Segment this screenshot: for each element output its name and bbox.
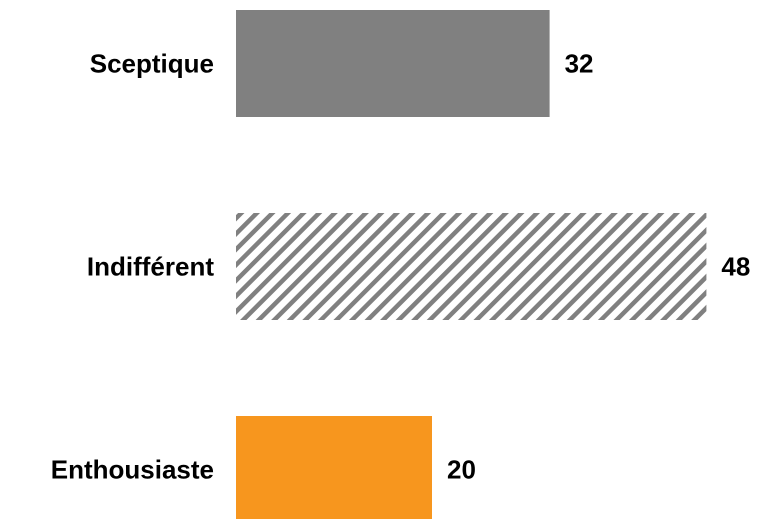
value-label-sceptique: 32 bbox=[565, 49, 594, 79]
value-label-enthousiaste: 20 bbox=[447, 455, 476, 485]
bar-indifferent bbox=[236, 213, 707, 320]
bar-enthousiaste bbox=[236, 416, 432, 519]
value-label-indifferent: 48 bbox=[721, 252, 750, 282]
bars-layer bbox=[236, 10, 707, 519]
category-label-sceptique: Sceptique bbox=[90, 49, 214, 79]
bar-sceptique bbox=[236, 10, 550, 117]
category-label-indifferent: Indifférent bbox=[87, 252, 214, 282]
category-label-enthousiaste: Enthousiaste bbox=[51, 455, 214, 485]
labels-layer: Sceptique 32 Indifférent 48 Enthousiaste 20 bbox=[51, 49, 751, 485]
